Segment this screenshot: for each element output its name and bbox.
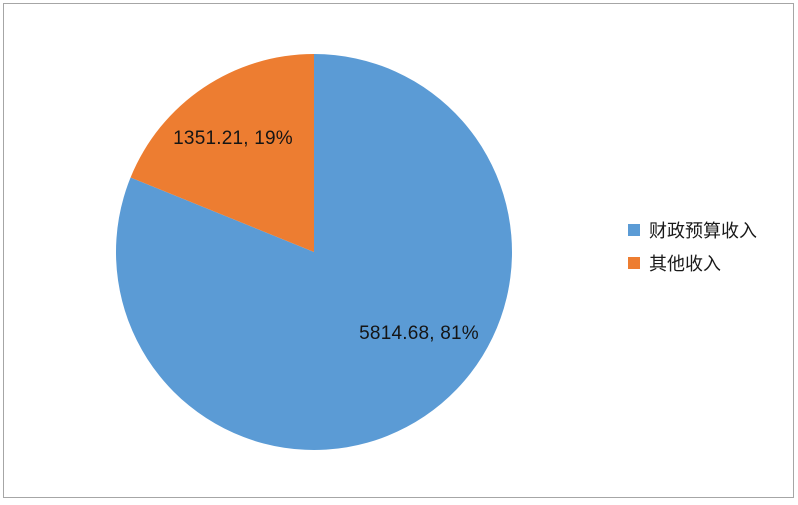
legend-item-budget-income[interactable]: 财政预算收入 [628,218,757,241]
pie-slice-other-income[interactable] [130,54,314,252]
legend-item-other-income[interactable]: 其他收入 [628,251,757,274]
legend: 财政预算收入 其他收入 [628,218,757,284]
legend-marker-budget-income-icon [628,223,640,236]
legend-label-budget-income: 财政预算收入 [649,220,757,241]
data-label-budget-income: 5814.68, 81% [359,323,479,344]
pie-slice-budget-income[interactable] [115,54,512,450]
data-label-other-income: 1351.21, 19% [173,128,293,149]
legend-label-other-income: 其他收入 [649,253,721,274]
legend-marker-other-income-icon [628,256,640,269]
